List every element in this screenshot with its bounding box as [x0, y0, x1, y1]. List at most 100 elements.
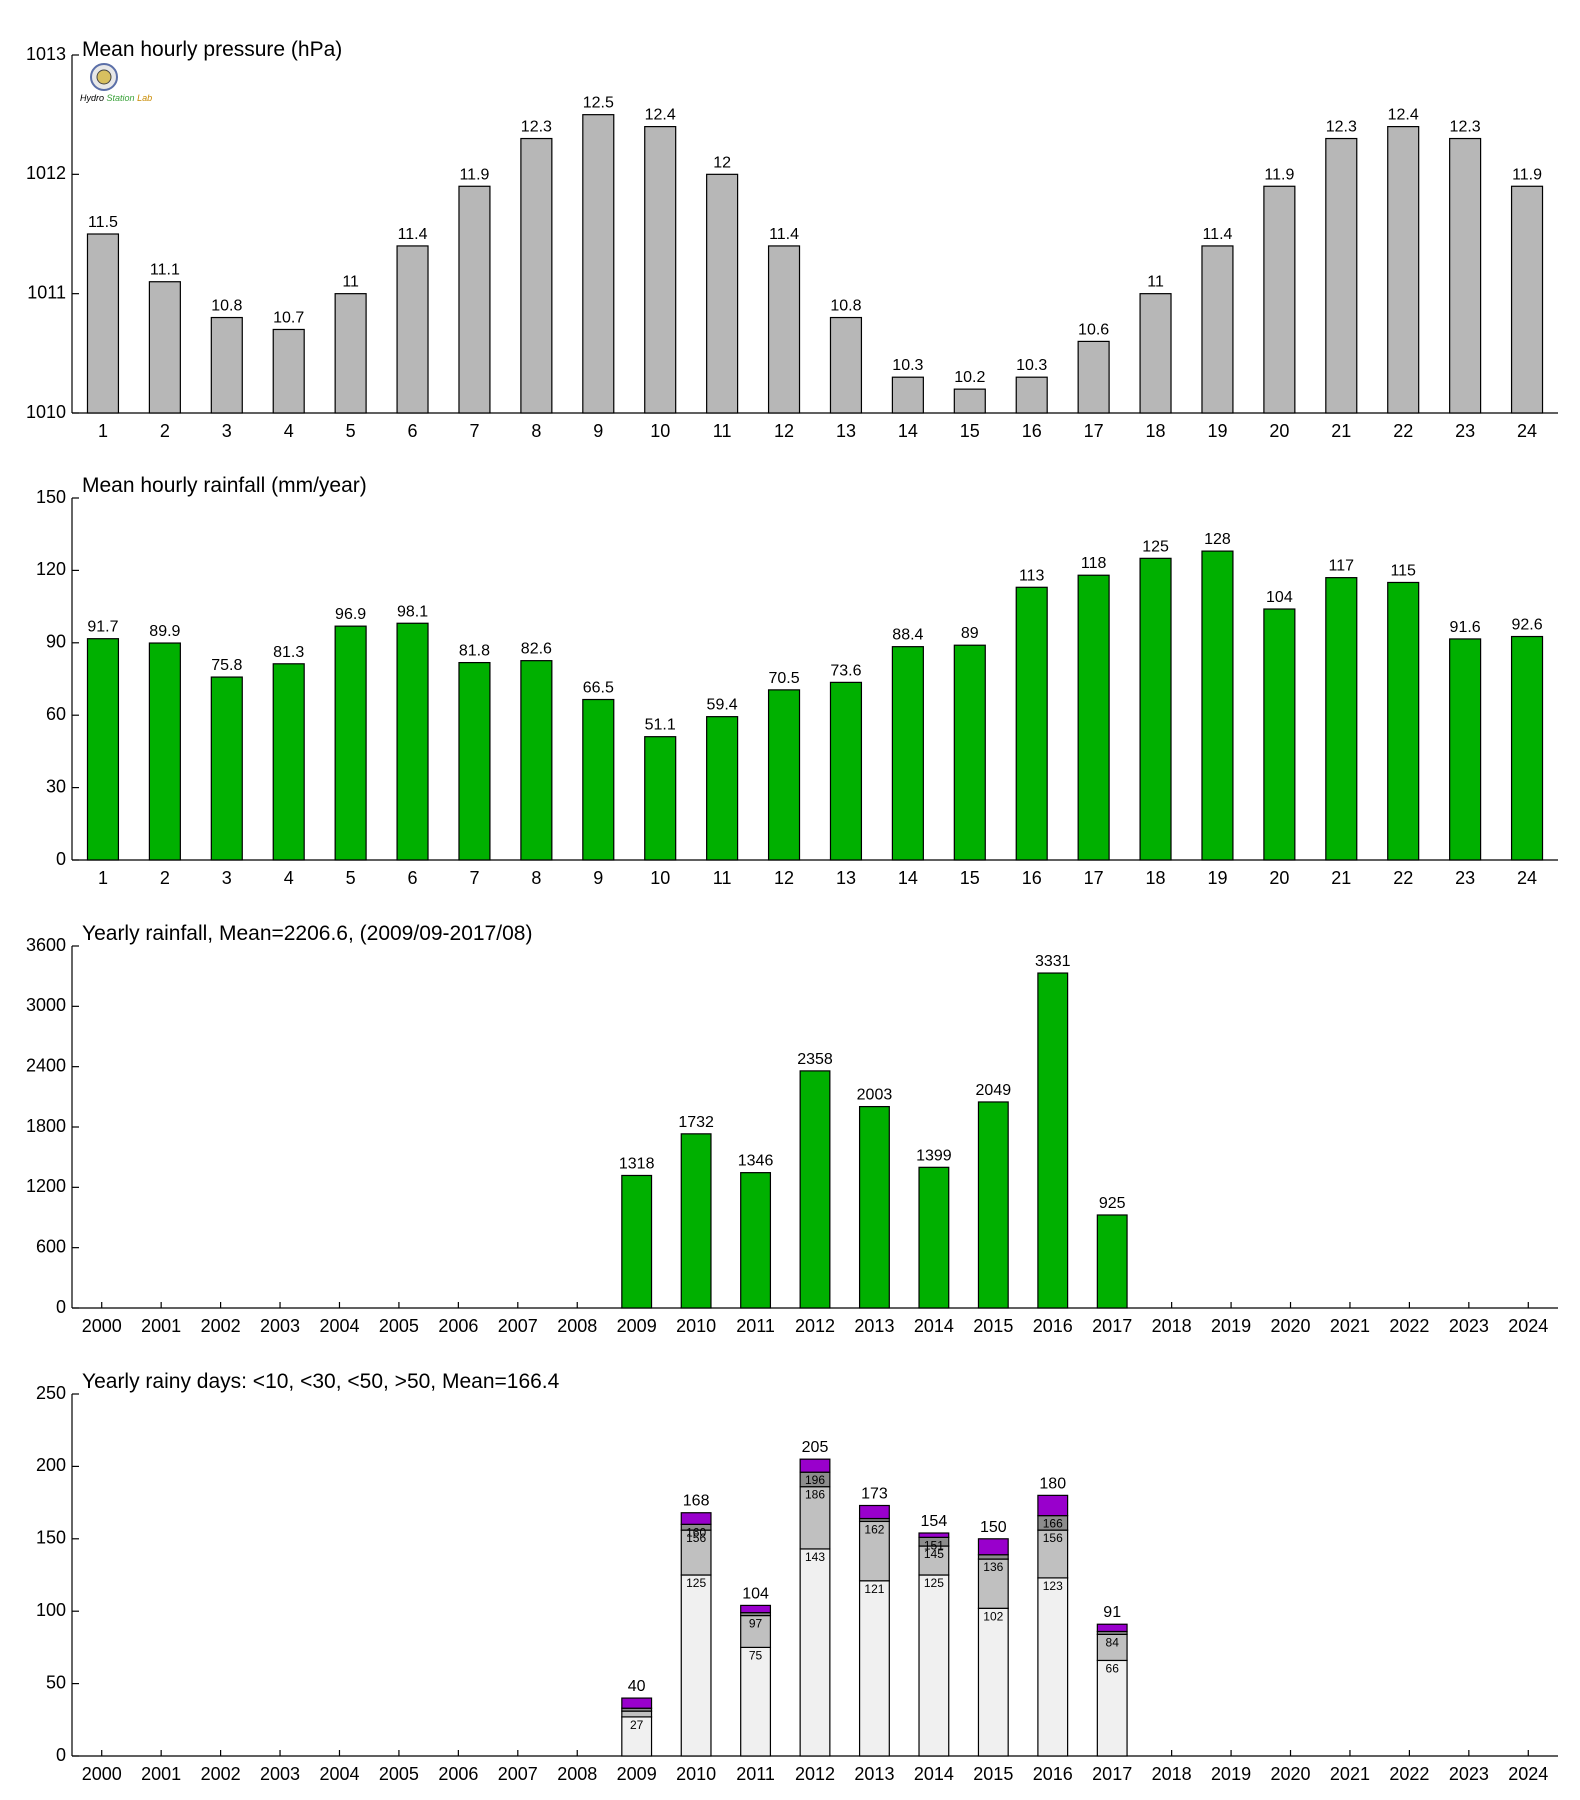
x-tick-label: 2022	[1389, 1764, 1429, 1784]
x-tick-label: 2015	[973, 1764, 1013, 1784]
y-tick-label: 2400	[26, 1055, 66, 1075]
bar-value-label: 66.5	[583, 680, 614, 697]
x-tick-label: 4	[284, 421, 294, 441]
x-tick-label: 2007	[498, 1764, 538, 1784]
y-tick-label: 0	[56, 1745, 66, 1765]
segment-label: 145	[924, 1547, 944, 1561]
bar-total-label: 168	[683, 1493, 710, 1510]
bar	[891, 376, 924, 414]
bar-segment	[680, 1529, 712, 1576]
bar	[891, 646, 924, 861]
bar-value-label: 96.9	[335, 606, 366, 623]
bar-value-label: 2003	[857, 1087, 893, 1104]
bar	[1037, 972, 1069, 1309]
bar	[334, 293, 367, 414]
bar-value-label: 11.9	[1264, 166, 1294, 183]
bar	[977, 1101, 1009, 1309]
bar	[520, 660, 553, 861]
bar-segment	[799, 1458, 831, 1473]
x-tick-label: 2008	[557, 1764, 597, 1784]
y-tick-label: 1011	[27, 282, 66, 302]
bar-total-label: 180	[1039, 1475, 1066, 1492]
x-tick-label: 22	[1393, 421, 1413, 441]
bar-segment	[799, 1548, 831, 1757]
bar	[396, 622, 429, 861]
bar	[86, 233, 120, 414]
bar	[86, 638, 120, 861]
bar	[644, 125, 677, 414]
bar	[1015, 376, 1048, 414]
x-tick-label: 2002	[201, 1764, 241, 1784]
x-tick-label: 1	[98, 421, 108, 441]
bar-value-label: 82.6	[521, 641, 552, 658]
bar-value-label: 11.5	[88, 214, 118, 231]
x-tick-label: 19	[1207, 868, 1227, 888]
x-tick-label: 2019	[1211, 1764, 1251, 1784]
bar-value-label: 12.3	[1326, 119, 1357, 136]
bar-segment	[977, 1607, 1009, 1757]
x-tick-label: 2002	[201, 1316, 241, 1336]
x-tick-label: 2004	[319, 1764, 359, 1784]
x-tick-label: 2010	[676, 1764, 716, 1784]
chart-title: Mean hourly pressure (hPa)	[82, 38, 342, 61]
x-tick-label: 2001	[141, 1764, 181, 1784]
x-tick-label: 2009	[617, 1316, 657, 1336]
segment-label: 102	[983, 1609, 1003, 1623]
bar-segment	[977, 1538, 1009, 1556]
bar-value-label: 10.8	[830, 298, 861, 315]
segment-label: 156	[1043, 1531, 1063, 1545]
bar-segment	[740, 1614, 772, 1648]
bar	[1325, 577, 1358, 861]
x-tick-label: 17	[1084, 421, 1104, 441]
segment-label: 156	[686, 1531, 706, 1545]
bar-segment	[858, 1504, 890, 1520]
x-tick-label: 2013	[854, 1764, 894, 1784]
segment-label: 166	[1043, 1517, 1063, 1531]
bar-value-label: 10.3	[1016, 357, 1047, 374]
x-tick-label: 6	[408, 421, 418, 441]
x-tick-label: 2018	[1152, 1316, 1192, 1336]
x-tick-label: 18	[1146, 868, 1166, 888]
bar	[1510, 185, 1544, 414]
x-tick-label: 10	[650, 421, 670, 441]
bar-segment	[918, 1532, 950, 1538]
x-tick-label: 2012	[795, 1316, 835, 1336]
y-tick-label: 30	[46, 776, 66, 796]
segment-label: 121	[864, 1582, 884, 1596]
bar-value-label: 10.8	[211, 298, 242, 315]
bar	[210, 676, 243, 861]
x-tick-label: 1	[98, 868, 108, 888]
bar-value-label: 11.4	[398, 226, 428, 243]
bar	[396, 245, 429, 414]
x-tick-label: 2021	[1330, 1316, 1370, 1336]
bar-value-label: 10.7	[273, 309, 304, 326]
x-tick-label: 13	[836, 868, 856, 888]
x-tick-label: 16	[1022, 421, 1042, 441]
bar-segment	[621, 1710, 653, 1718]
bar-value-label: 12.4	[1388, 107, 1419, 124]
bar-segment	[680, 1574, 712, 1757]
bar	[272, 328, 305, 414]
bar	[148, 281, 181, 414]
bar-value-label: 125	[1142, 538, 1169, 555]
bar-value-label: 1318	[619, 1155, 655, 1172]
logo-text: Hydro Station Lab	[80, 93, 152, 103]
bar-segment	[1037, 1577, 1069, 1757]
bar	[458, 185, 491, 414]
bar-value-label: 89	[961, 625, 979, 642]
bar-total-label: 205	[802, 1439, 829, 1456]
segment-label: 75	[749, 1648, 763, 1662]
y-tick-label: 1010	[26, 402, 66, 422]
x-tick-label: 2007	[498, 1316, 538, 1336]
bar	[767, 689, 801, 861]
x-tick-label: 2024	[1508, 1316, 1548, 1336]
bar-segment	[1096, 1659, 1128, 1757]
bar-value-label: 12.5	[583, 95, 614, 112]
y-tick-label: 100	[36, 1600, 66, 1620]
y-tick-label: 60	[46, 704, 66, 724]
x-tick-label: 12	[774, 868, 794, 888]
x-tick-label: 7	[469, 421, 479, 441]
segment-label: 27	[630, 1718, 644, 1732]
bar-value-label: 113	[1019, 567, 1045, 584]
x-tick-label: 7	[469, 868, 479, 888]
